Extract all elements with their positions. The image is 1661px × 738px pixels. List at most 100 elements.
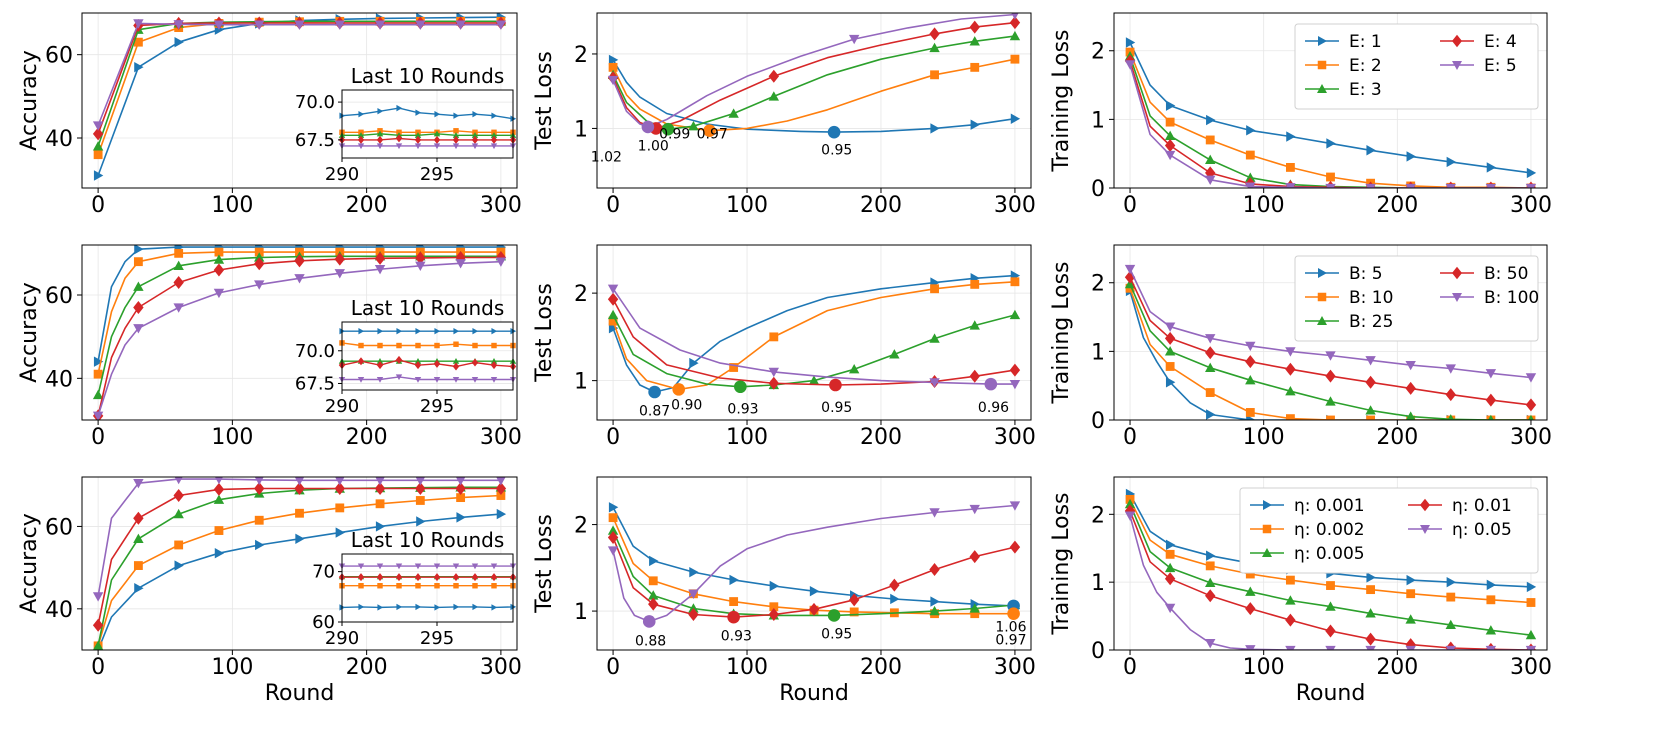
triangle-up-marker: [848, 364, 860, 374]
triangle-right-marker: [1286, 131, 1296, 142]
diamond-marker: [490, 573, 498, 582]
legend-label: E: 3: [1349, 80, 1382, 100]
triangle-down-marker: [1525, 645, 1537, 650]
square-marker: [1446, 592, 1456, 602]
x-tick-label: 300: [480, 193, 522, 218]
diamond-marker: [471, 358, 479, 367]
triangle-down-marker: [1420, 525, 1430, 534]
axes-frame: [1113, 244, 1548, 421]
square-marker: [648, 576, 658, 586]
triangle-right-marker: [491, 604, 498, 611]
minimum-point: [984, 377, 998, 391]
minimum-label: 1.02: [591, 150, 622, 166]
triangle-up-marker: [1485, 625, 1497, 635]
legend-entry-3: η: 0.005: [1250, 544, 1365, 564]
triangle-down-marker: [214, 477, 223, 485]
chart-panel-train_B: 0 100 200 300 0 1 2 Training Loss B: 5 B: 10 B: 25…: [1049, 244, 1552, 450]
triangle-right-marker: [1406, 151, 1416, 162]
triangle-up-marker: [1009, 30, 1021, 41]
diamond-marker: [929, 27, 940, 41]
triangle-right-marker: [472, 327, 479, 335]
legend-label: E: 4: [1484, 32, 1517, 52]
triangle-up-marker: [92, 141, 104, 151]
minimum-label: 0.99: [659, 127, 690, 143]
y-axis-label: Accuracy: [17, 513, 42, 613]
diamond-marker: [414, 361, 422, 370]
triangle-right-marker: [434, 327, 441, 335]
legend-entry-1: η: 0.001: [1250, 496, 1365, 516]
x-tick-label: 300: [480, 655, 522, 680]
square-marker: [1366, 585, 1376, 595]
square-marker: [358, 583, 364, 589]
diamond-marker: [490, 135, 498, 144]
triangle-down-marker: [1245, 182, 1256, 188]
diamond-marker: [254, 257, 265, 271]
legend-label: η: 0.002: [1294, 520, 1365, 540]
triangle-down-marker: [335, 477, 345, 486]
triangle-up-marker: [1205, 362, 1216, 373]
series-line-3: [1129, 503, 1532, 636]
triangle-right-marker: [453, 603, 460, 611]
inset-y-tick-label: 70.0: [295, 92, 335, 113]
series-line-1: [612, 59, 1016, 133]
square-marker: [93, 369, 103, 379]
triangle-up-marker: [376, 358, 384, 364]
diamond-marker: [1420, 498, 1430, 512]
inset-frame: [341, 89, 514, 159]
diamond-marker: [848, 593, 860, 607]
y-tick-label: 60: [45, 44, 73, 69]
diamond-marker: [1124, 270, 1136, 284]
legend-entry-3: E: 3: [1305, 80, 1382, 100]
series-line-1: [612, 274, 1015, 393]
triangle-up-marker: [452, 358, 460, 364]
square-marker: [1010, 277, 1020, 287]
triangle-down-marker: [929, 378, 940, 388]
legend-entry-4: E: 4: [1440, 32, 1517, 52]
triangle-down-marker: [294, 274, 305, 284]
series-line-2: [97, 494, 501, 647]
diamond-marker: [294, 254, 305, 268]
triangle-down-marker: [1485, 369, 1497, 379]
diamond-marker: [374, 251, 386, 265]
square-marker: [456, 493, 466, 503]
triangle-right-marker: [295, 533, 305, 544]
square-marker: [1010, 54, 1020, 64]
triangle-right-marker: [1246, 125, 1256, 136]
triangle-right-marker: [930, 596, 940, 607]
diamond-marker: [452, 362, 460, 371]
minimum-label: 0.90: [671, 397, 702, 413]
x-tick-label: 300: [994, 655, 1036, 680]
legend-box: [1294, 255, 1539, 342]
plot-area: [92, 477, 507, 650]
square-marker: [608, 62, 618, 72]
series-line-4: [1129, 276, 1532, 406]
series-line-3: [612, 35, 1016, 130]
y-tick-label: 2: [574, 43, 588, 68]
triangle-right-marker: [375, 521, 386, 532]
diamond-marker: [1245, 602, 1256, 616]
triangle-down-marker: [452, 376, 460, 383]
triangle-right-marker: [335, 527, 345, 538]
y-tick-label: 2: [1091, 272, 1105, 297]
square-marker: [1317, 60, 1327, 70]
x-tick-label: 100: [211, 425, 253, 450]
square-marker: [377, 342, 383, 349]
diamond-marker: [889, 578, 900, 592]
triangle-down-marker: [495, 20, 507, 30]
diamond-marker: [1164, 572, 1176, 586]
triangle-down-marker: [1285, 347, 1296, 357]
triangle-up-marker: [92, 640, 104, 650]
triangle-down-marker: [357, 143, 365, 150]
triangle-up-marker: [471, 132, 479, 138]
legend-label: B: 25: [1349, 312, 1393, 332]
x-tick-label: 0: [606, 193, 620, 218]
inset-x-tick-label: 295: [420, 396, 454, 417]
triangle-right-marker: [1446, 576, 1456, 588]
diamond-marker: [173, 489, 184, 503]
x-tick-label: 200: [346, 193, 388, 218]
x-tick-label: 300: [994, 193, 1036, 218]
triangle-up-marker: [1205, 577, 1216, 587]
square-marker: [729, 363, 739, 372]
triangle-down-marker: [848, 34, 860, 45]
triangle-up-marker: [213, 494, 225, 504]
